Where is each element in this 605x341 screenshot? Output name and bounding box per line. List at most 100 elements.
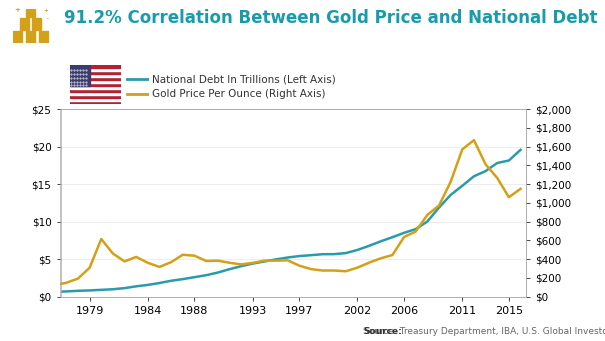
Gold Price Per Ounce (Right Axis) (494, 176, 501, 180)
FancyBboxPatch shape (19, 18, 28, 30)
National Debt In Trillions (Left Axis) (307, 253, 315, 257)
National Debt In Trillions (Left Axis) (354, 248, 361, 252)
Gold Price Per Ounce (Right Axis) (110, 252, 117, 256)
Gold Price Per Ounce (Right Axis) (401, 235, 408, 239)
National Debt In Trillions (Left Axis) (86, 288, 93, 293)
Gold Price Per Ounce (Right Axis) (226, 261, 233, 265)
Gold Price Per Ounce (Right Axis) (436, 204, 443, 208)
National Debt In Trillions (Left Axis) (482, 169, 489, 173)
National Debt In Trillions (Left Axis) (237, 264, 244, 268)
National Debt In Trillions (Left Axis) (412, 227, 419, 231)
Line: Gold Price Per Ounce (Right Axis): Gold Price Per Ounce (Right Axis) (54, 140, 520, 285)
Gold Price Per Ounce (Right Axis) (296, 264, 303, 268)
National Debt In Trillions (Left Axis) (447, 193, 454, 197)
Gold Price Per Ounce (Right Axis) (214, 258, 221, 263)
National Debt In Trillions (Left Axis) (330, 252, 338, 256)
Gold Price Per Ounce (Right Axis) (505, 195, 512, 199)
Bar (70, 83, 121, 86)
Bar (70, 71, 121, 74)
Bar (70, 77, 121, 80)
National Debt In Trillions (Left Axis) (97, 288, 105, 292)
Gold Price Per Ounce (Right Axis) (97, 237, 105, 241)
National Debt In Trillions (Left Axis) (494, 161, 501, 165)
Gold Price Per Ounce (Right Axis) (51, 283, 58, 287)
National Debt In Trillions (Left Axis) (74, 289, 82, 293)
Gold Price Per Ounce (Right Axis) (412, 229, 419, 234)
Text: National Debt In Trillions (Left Axis): National Debt In Trillions (Left Axis) (152, 74, 336, 84)
FancyBboxPatch shape (33, 18, 41, 30)
National Debt In Trillions (Left Axis) (272, 257, 280, 262)
Text: 91.2% Correlation Between Gold Price and National Debt: 91.2% Correlation Between Gold Price and… (64, 9, 597, 27)
National Debt In Trillions (Left Axis) (319, 252, 326, 256)
Bar (70, 92, 121, 95)
National Debt In Trillions (Left Axis) (63, 290, 70, 294)
Gold Price Per Ounce (Right Axis) (168, 260, 175, 264)
Bar (70, 74, 121, 77)
Gold Price Per Ounce (Right Axis) (365, 261, 373, 265)
Text: +: + (14, 7, 20, 13)
Gold Price Per Ounce (Right Axis) (249, 261, 257, 265)
Gold Price Per Ounce (Right Axis) (272, 258, 280, 263)
Bar (70, 95, 121, 98)
National Debt In Trillions (Left Axis) (459, 184, 466, 188)
National Debt In Trillions (Left Axis) (505, 159, 512, 163)
Gold Price Per Ounce (Right Axis) (284, 258, 291, 262)
National Debt In Trillions (Left Axis) (144, 283, 151, 287)
Text: Source: Treasury Department, IBA, U.S. Global Investors: Source: Treasury Department, IBA, U.S. G… (363, 327, 605, 336)
Gold Price Per Ounce (Right Axis) (389, 253, 396, 257)
National Debt In Trillions (Left Axis) (156, 281, 163, 285)
National Debt In Trillions (Left Axis) (342, 251, 350, 255)
Gold Price Per Ounce (Right Axis) (354, 266, 361, 270)
National Debt In Trillions (Left Axis) (226, 267, 233, 271)
National Debt In Trillions (Left Axis) (249, 262, 257, 266)
Gold Price Per Ounce (Right Axis) (63, 281, 70, 285)
FancyBboxPatch shape (26, 31, 35, 43)
Gold Price Per Ounce (Right Axis) (74, 277, 82, 281)
Bar (70, 65, 121, 68)
Line: National Debt In Trillions (Left Axis): National Debt In Trillions (Left Axis) (54, 150, 520, 292)
Gold Price Per Ounce (Right Axis) (156, 265, 163, 269)
National Debt In Trillions (Left Axis) (284, 255, 291, 260)
Gold Price Per Ounce (Right Axis) (377, 256, 384, 261)
National Debt In Trillions (Left Axis) (436, 206, 443, 210)
Gold Price Per Ounce (Right Axis) (342, 269, 350, 273)
Gold Price Per Ounce (Right Axis) (203, 259, 210, 263)
National Debt In Trillions (Left Axis) (401, 231, 408, 235)
Gold Price Per Ounce (Right Axis) (330, 268, 338, 272)
National Debt In Trillions (Left Axis) (191, 275, 198, 279)
FancyBboxPatch shape (13, 31, 22, 43)
FancyBboxPatch shape (26, 9, 35, 17)
Gold Price Per Ounce (Right Axis) (179, 253, 186, 257)
Bar (70, 68, 121, 71)
National Debt In Trillions (Left Axis) (470, 174, 477, 178)
Gold Price Per Ounce (Right Axis) (517, 187, 524, 191)
National Debt In Trillions (Left Axis) (214, 270, 221, 275)
Bar (70, 98, 121, 101)
National Debt In Trillions (Left Axis) (424, 220, 431, 224)
Bar (70, 89, 121, 92)
Gold Price Per Ounce (Right Axis) (121, 260, 128, 264)
Gold Price Per Ounce (Right Axis) (319, 268, 326, 272)
Text: Source:: Source: (363, 327, 402, 336)
National Debt In Trillions (Left Axis) (517, 148, 524, 152)
National Debt In Trillions (Left Axis) (261, 260, 268, 264)
National Debt In Trillions (Left Axis) (132, 284, 140, 288)
Gold Price Per Ounce (Right Axis) (482, 162, 489, 166)
Gold Price Per Ounce (Right Axis) (191, 254, 198, 258)
Gold Price Per Ounce (Right Axis) (307, 267, 315, 271)
National Debt In Trillions (Left Axis) (365, 244, 373, 248)
Gold Price Per Ounce (Right Axis) (86, 266, 93, 270)
FancyBboxPatch shape (39, 31, 48, 43)
Bar (70, 101, 121, 104)
National Debt In Trillions (Left Axis) (121, 286, 128, 290)
National Debt In Trillions (Left Axis) (51, 290, 58, 294)
Gold Price Per Ounce (Right Axis) (237, 262, 244, 266)
Gold Price Per Ounce (Right Axis) (261, 258, 268, 263)
National Debt In Trillions (Left Axis) (389, 235, 396, 239)
Bar (70, 65, 90, 86)
Gold Price Per Ounce (Right Axis) (459, 147, 466, 151)
Gold Price Per Ounce (Right Axis) (424, 213, 431, 217)
National Debt In Trillions (Left Axis) (110, 287, 117, 291)
Bar (70, 80, 121, 83)
Text: ·: · (46, 14, 50, 24)
